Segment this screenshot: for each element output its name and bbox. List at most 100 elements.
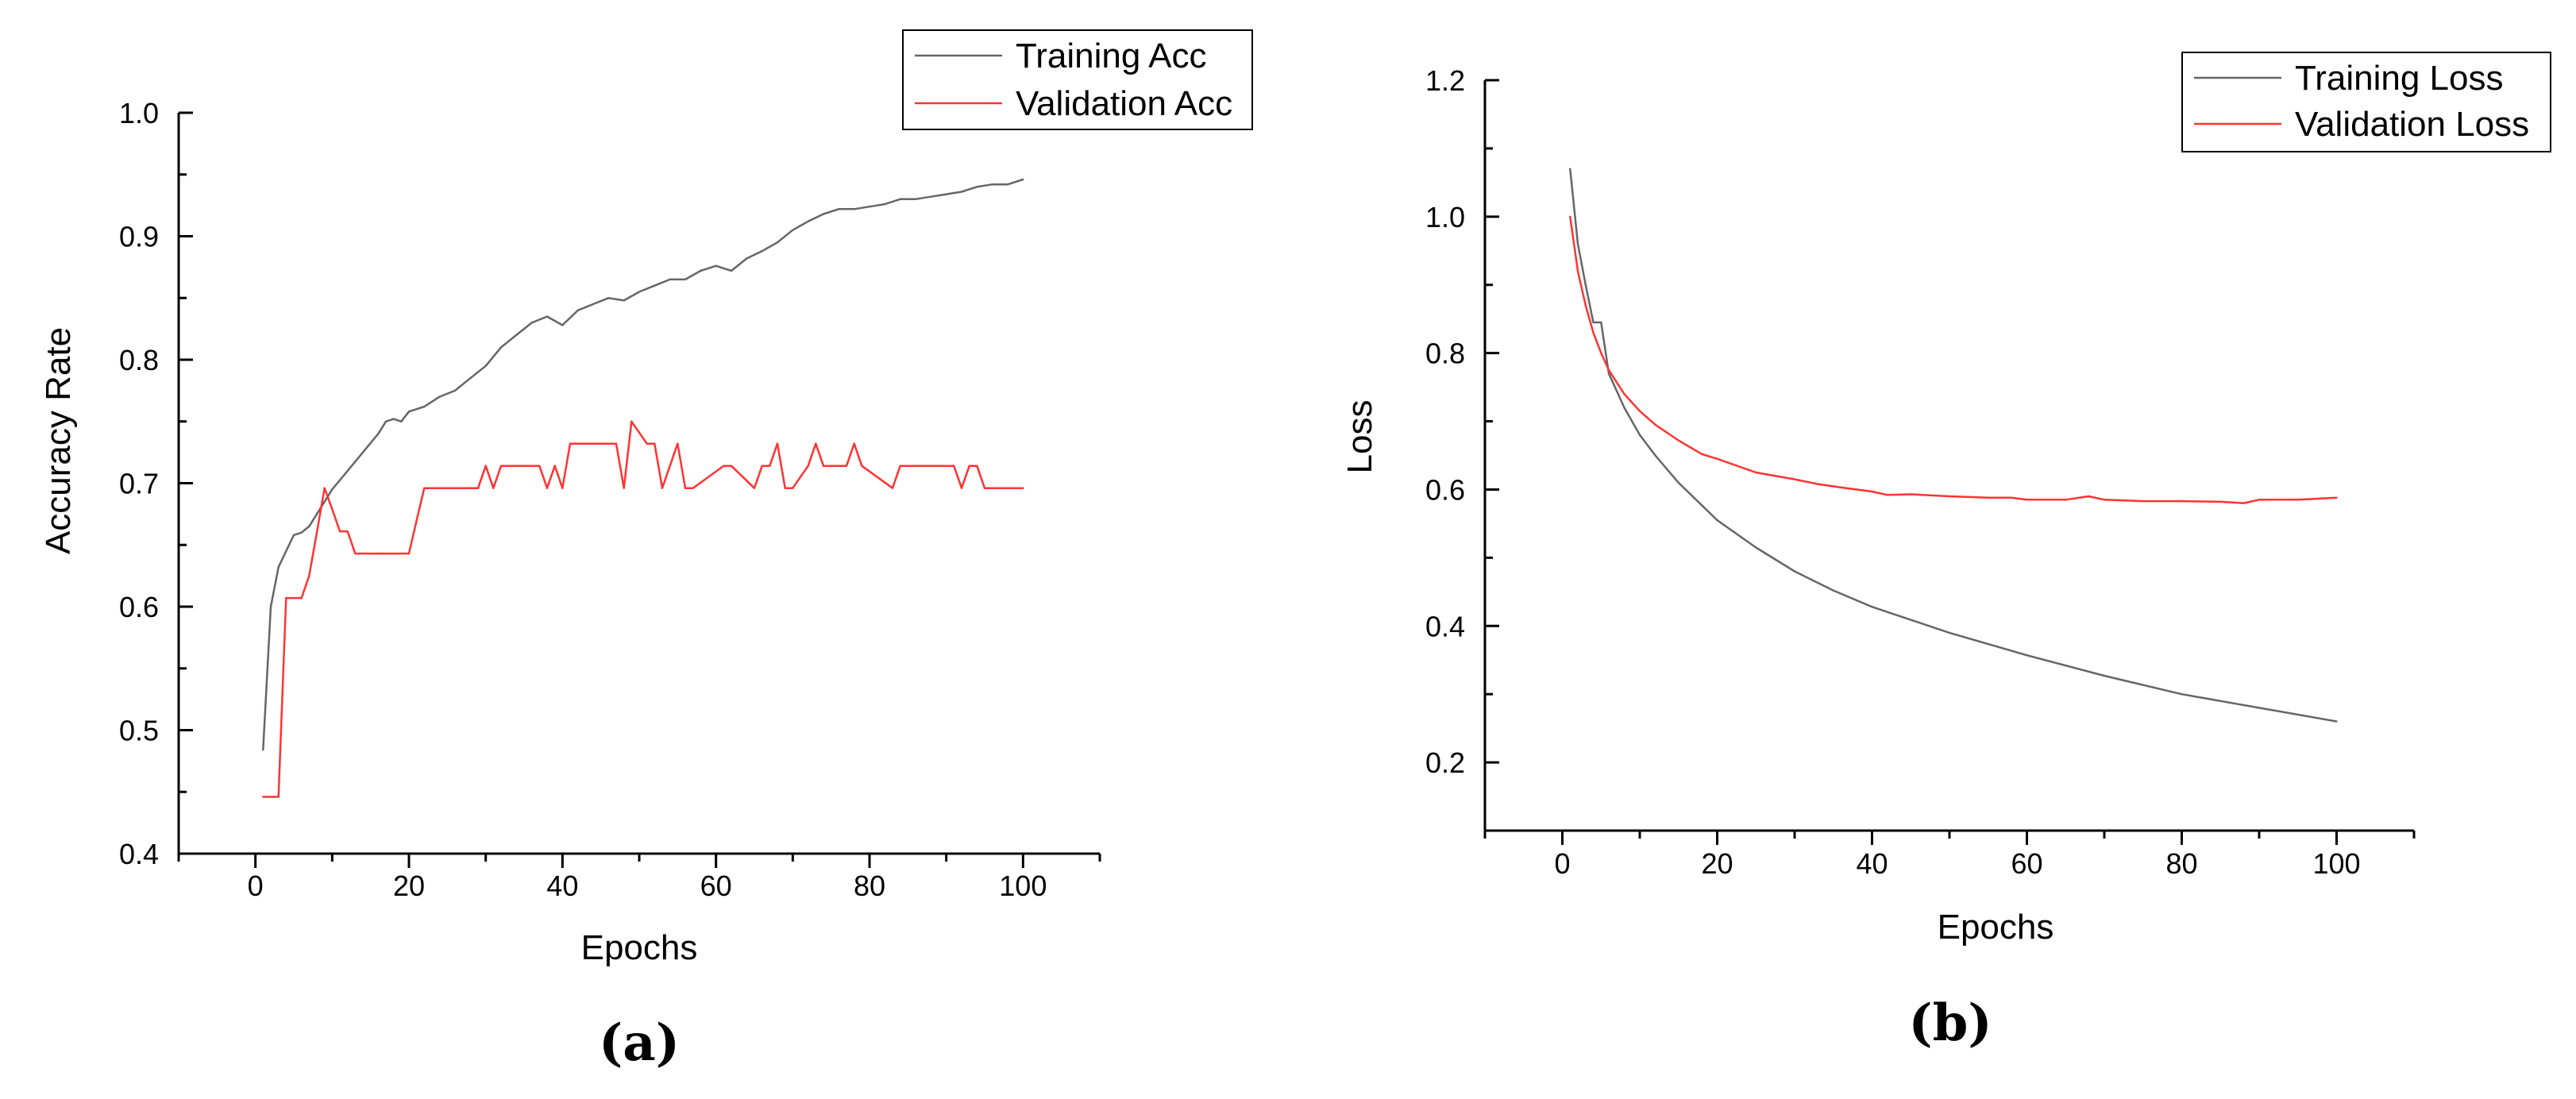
- data-point: [407, 411, 411, 413]
- data-point: [315, 531, 318, 534]
- data-point: [546, 487, 549, 489]
- data-point: [2181, 499, 2183, 503]
- legend-label: Validation Acc: [1016, 84, 1232, 123]
- y-tick-label: 0.6: [119, 591, 159, 623]
- data-point: [1654, 423, 1656, 426]
- data-point: [746, 257, 748, 260]
- data-point: [561, 324, 564, 326]
- data-point: [945, 193, 947, 195]
- data-point: [2103, 674, 2106, 677]
- data-point: [1569, 168, 1571, 170]
- data-point: [592, 303, 595, 306]
- y-tick-label: 0.8: [1425, 337, 1465, 370]
- data-point: [684, 487, 687, 489]
- data-point: [1592, 321, 1595, 324]
- data-point: [515, 334, 518, 337]
- data-point: [1592, 331, 1595, 334]
- data-point: [2088, 495, 2090, 498]
- data-point: [308, 525, 310, 528]
- data-point: [1716, 457, 1718, 460]
- data-point: [469, 377, 472, 380]
- data-point: [476, 487, 480, 489]
- data-point: [423, 487, 426, 489]
- data-point: [1700, 453, 1703, 455]
- legend-box: [902, 29, 1253, 130]
- data-point: [654, 284, 656, 287]
- data-point: [631, 420, 633, 422]
- data-point: [484, 465, 487, 467]
- data-point: [868, 205, 871, 208]
- data-point: [792, 229, 794, 231]
- data-point: [300, 531, 303, 534]
- data-point: [2335, 720, 2338, 723]
- data-point: [277, 796, 280, 798]
- data-point: [1584, 304, 1587, 307]
- data-point: [792, 487, 794, 489]
- series-line-validation: [1569, 216, 2337, 504]
- data-point: [899, 465, 901, 467]
- x-axis-label: Epochs: [1938, 908, 2054, 947]
- data-point: [2142, 499, 2144, 503]
- data-point: [700, 269, 702, 272]
- data-point: [1638, 410, 1641, 412]
- legend-label: Training Acc: [1016, 37, 1206, 75]
- data-point: [769, 465, 771, 467]
- data-point: [807, 465, 809, 467]
- legend-label: Validation Loss: [2295, 105, 2529, 144]
- data-point: [1654, 454, 1656, 457]
- x-tick-label: 60: [2011, 847, 2042, 880]
- x-tick-label: 40: [1856, 847, 1888, 880]
- data-point: [730, 269, 733, 272]
- data-point: [976, 186, 978, 188]
- data-point: [1871, 490, 1873, 493]
- data-point: [960, 487, 963, 489]
- data-point: [2103, 499, 2106, 501]
- data-point: [661, 487, 664, 489]
- y-tick-label: 0.6: [1425, 473, 1465, 506]
- data-point: [1817, 483, 1819, 485]
- data-point: [354, 552, 357, 555]
- y-tick-label: 0.5: [119, 715, 159, 747]
- data-point: [853, 442, 855, 445]
- data-point: [438, 395, 441, 398]
- data-point: [277, 566, 280, 569]
- data-point: [1600, 321, 1602, 324]
- data-point: [761, 249, 763, 253]
- data-point: [2181, 692, 2183, 696]
- data-point: [1793, 570, 1796, 573]
- data-point: [669, 465, 671, 467]
- data-point: [607, 297, 610, 299]
- data-point: [776, 241, 779, 244]
- x-tick-label: 0: [248, 870, 264, 902]
- data-point: [1584, 283, 1587, 286]
- data-point: [1677, 439, 1679, 442]
- series-line-validation: [263, 420, 1024, 798]
- legend-box: [2181, 52, 2551, 152]
- data-point: [384, 420, 388, 422]
- data-point: [2258, 707, 2261, 709]
- data-point: [492, 487, 495, 489]
- data-point: [953, 465, 955, 467]
- data-point: [1638, 434, 1641, 436]
- x-tick-label: 40: [546, 870, 578, 902]
- data-point: [499, 346, 503, 349]
- data-point: [715, 264, 717, 268]
- data-point: [807, 220, 809, 223]
- y-tick-label: 0.7: [119, 468, 159, 500]
- data-point: [577, 309, 579, 311]
- data-point: [930, 195, 932, 198]
- x-tick-label: 80: [2165, 847, 2197, 880]
- data-point: [553, 465, 556, 467]
- x-tick-label: 20: [393, 870, 425, 902]
- data-point: [1755, 471, 1757, 474]
- data-point: [1871, 606, 1873, 608]
- data-point: [968, 465, 970, 467]
- data-point: [292, 534, 295, 537]
- data-point: [891, 487, 894, 489]
- data-point: [392, 418, 395, 420]
- data-point: [331, 488, 334, 491]
- data-point: [1948, 495, 1951, 498]
- y-axis-label: Loss: [1340, 400, 1379, 474]
- data-point: [761, 465, 763, 467]
- y-tick-label: 0.9: [119, 221, 159, 253]
